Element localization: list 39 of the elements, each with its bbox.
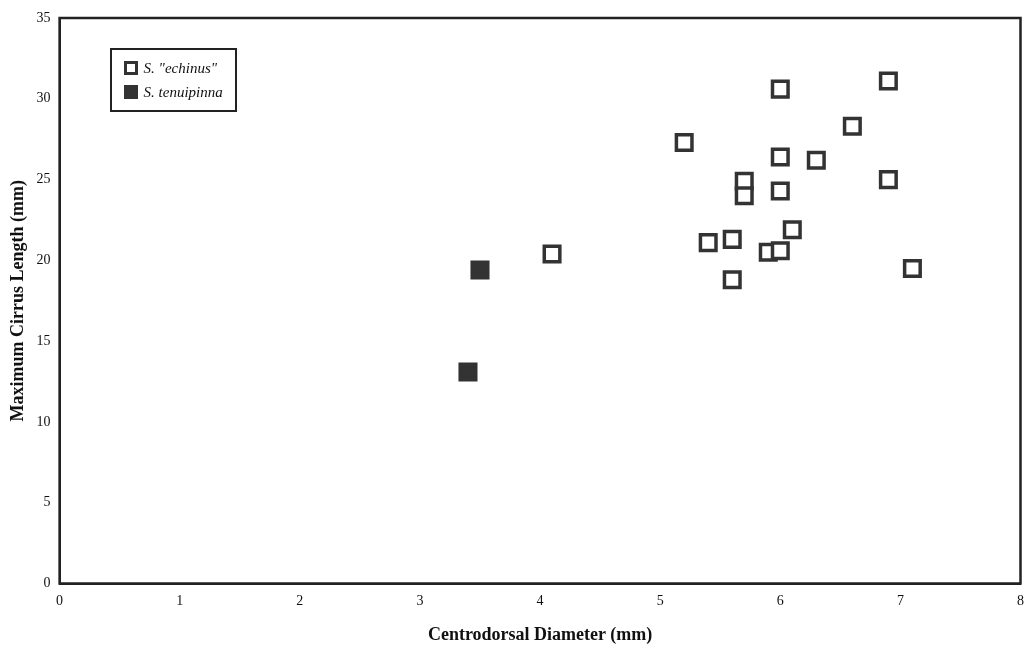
x-tick-label: 5 — [656, 592, 664, 608]
point — [806, 150, 826, 170]
x-axis-title: Centrodorsal Diameter (mm) — [427, 623, 653, 645]
x-tick-label: 1 — [176, 592, 184, 608]
point — [734, 186, 754, 206]
point — [782, 220, 802, 240]
point — [770, 241, 790, 261]
point — [458, 362, 478, 382]
point — [542, 244, 562, 264]
y-tick-label: 25 — [36, 171, 51, 187]
point — [698, 233, 718, 253]
y-tick-label: 30 — [36, 90, 51, 106]
y-tick-label: 5 — [43, 494, 51, 510]
point — [878, 170, 898, 190]
point — [470, 260, 490, 280]
point — [902, 258, 922, 279]
y-tick-label: 0 — [43, 575, 51, 591]
legend-label: S. "echinus" — [143, 59, 218, 78]
x-tick-label: 8 — [1017, 592, 1024, 608]
y-tick-label: 35 — [36, 9, 51, 25]
y-tick-label: 15 — [36, 332, 51, 348]
y-tick-label: 10 — [36, 413, 51, 429]
x-tick-label: 3 — [416, 592, 424, 608]
point — [770, 147, 790, 167]
point — [770, 181, 790, 201]
y-axis-title: Maximum Cirrus Length (mm) — [7, 180, 29, 422]
y-tick-label: 20 — [36, 252, 51, 268]
legend-label: S. tenuipinna — [143, 83, 223, 102]
point — [878, 71, 898, 91]
point — [722, 229, 742, 249]
x-tick-label: 2 — [296, 592, 304, 608]
point — [674, 132, 694, 152]
x-tick-label: 6 — [776, 592, 784, 608]
point — [842, 116, 862, 136]
point — [770, 79, 790, 99]
x-tick-label: 0 — [56, 592, 64, 608]
x-tick-label: 4 — [536, 592, 544, 608]
point — [722, 270, 742, 290]
x-tick-label: 7 — [896, 592, 904, 608]
